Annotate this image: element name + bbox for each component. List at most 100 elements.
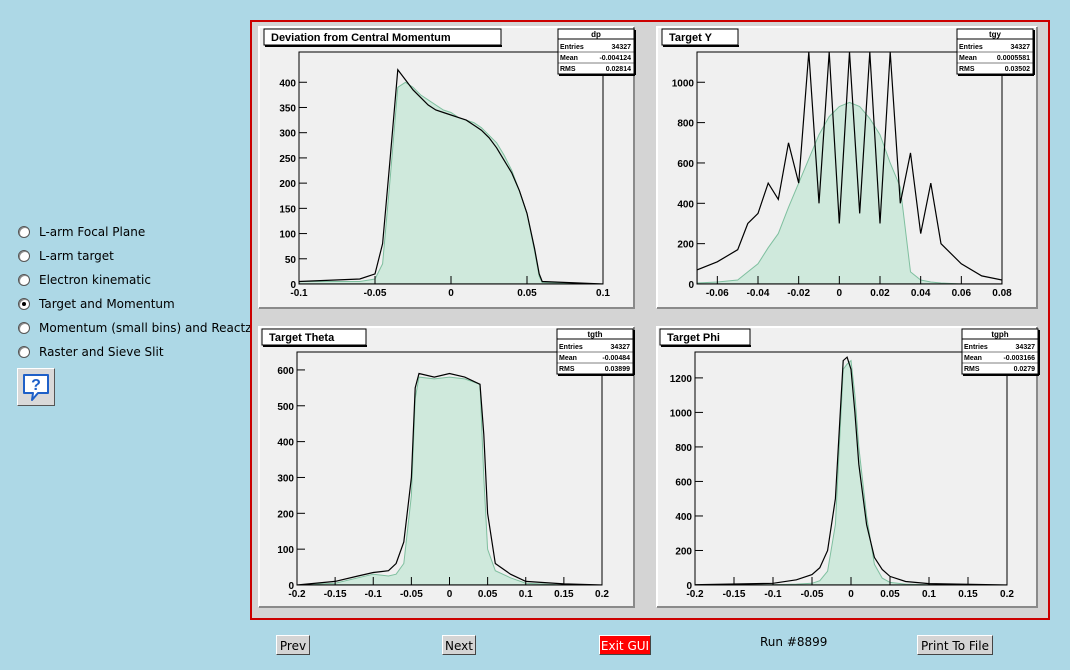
stats-value: 34327 bbox=[1016, 344, 1036, 351]
x-tick-label: 0.1 bbox=[596, 288, 610, 299]
x-tick-label: 0.2 bbox=[595, 589, 609, 600]
x-tick-label: 0 bbox=[448, 288, 454, 299]
prev-button[interactable]: Prev bbox=[276, 635, 310, 655]
stats-key: RMS bbox=[959, 66, 975, 73]
stats-key: Entries bbox=[964, 344, 988, 351]
radio-button[interactable] bbox=[18, 226, 30, 238]
stats-key: RMS bbox=[964, 366, 980, 373]
stats-value: -0.003166 bbox=[1003, 355, 1035, 362]
data-histogram bbox=[297, 372, 602, 585]
data-histogram bbox=[299, 68, 603, 284]
radio-button[interactable] bbox=[18, 250, 30, 262]
stats-key: Mean bbox=[964, 355, 982, 362]
y-tick-label: 100 bbox=[279, 230, 296, 241]
y-tick-label: 600 bbox=[277, 366, 294, 377]
menu-option[interactable]: L-arm target bbox=[18, 248, 114, 264]
x-tick-label: 0.06 bbox=[952, 288, 972, 299]
next-button[interactable]: Next bbox=[442, 635, 476, 655]
y-tick-label: 50 bbox=[285, 255, 297, 266]
x-tick-label: 0 bbox=[848, 589, 854, 600]
stats-box bbox=[961, 328, 1039, 375]
y-tick-label: 800 bbox=[677, 119, 694, 130]
y-tick-label: 600 bbox=[675, 477, 692, 488]
histogram-pad: -0.2 -0.15 -0.1 -0.05 0 0.05 0.1 0.15 0.2 0 100 200… bbox=[258, 326, 635, 608]
menu-option-label: Electron kinematic bbox=[39, 273, 151, 287]
stats-value: 0.0005581 bbox=[997, 55, 1030, 62]
stats-value: -0.00484 bbox=[602, 355, 630, 362]
x-tick-label: -0.1 bbox=[290, 288, 308, 299]
exit-gui-button[interactable]: Exit GUI bbox=[599, 635, 651, 655]
histogram-pad: -0.2 -0.15 -0.1 -0.05 0 0.05 0.1 0.15 0.2 0 200 400… bbox=[656, 326, 1040, 608]
x-tick-label: -0.02 bbox=[787, 288, 810, 299]
x-tick-label: -0.15 bbox=[324, 589, 347, 600]
menu-option[interactable]: Momentum (small bins) and Reactz bbox=[18, 320, 251, 336]
x-tick-label: 0.15 bbox=[554, 589, 574, 600]
y-tick-label: 1200 bbox=[670, 374, 693, 385]
x-tick-label: 0.2 bbox=[1000, 589, 1014, 600]
y-tick-label: 400 bbox=[677, 199, 694, 210]
stats-value: 0.02814 bbox=[606, 66, 631, 73]
stats-box bbox=[956, 28, 1034, 75]
pad-bevel-dark bbox=[259, 27, 635, 309]
y-tick-label: 350 bbox=[279, 103, 296, 114]
y-tick-label: 300 bbox=[279, 129, 296, 140]
x-tick-label: 0 bbox=[837, 288, 843, 299]
y-tick-label: 100 bbox=[277, 545, 294, 556]
stats-name: tgth bbox=[587, 330, 602, 339]
x-tick-label: -0.2 bbox=[686, 589, 704, 600]
menu-option-label: Target and Momentum bbox=[39, 297, 175, 311]
y-tick-label: 600 bbox=[677, 159, 694, 170]
histogram-plots: -0.1 -0.05 0 0.05 0.1 0 50 100 150 200 250 300 350 40… bbox=[258, 26, 1040, 608]
x-tick-label: -0.1 bbox=[764, 589, 782, 600]
print-to-file-button[interactable]: Print To File bbox=[917, 635, 993, 655]
menu-option-label: Raster and Sieve Slit bbox=[39, 345, 164, 359]
data-histogram bbox=[697, 51, 1002, 284]
stats-value: 0.03502 bbox=[1005, 66, 1030, 73]
y-tick-label: 0 bbox=[688, 280, 694, 291]
menu-option-label: Momentum (small bins) and Reactz bbox=[39, 321, 252, 335]
stats-name: tgph bbox=[991, 330, 1008, 339]
y-tick-label: 250 bbox=[279, 154, 296, 165]
y-tick-label: 400 bbox=[277, 438, 294, 449]
pad-bevel-dark bbox=[657, 27, 1038, 309]
radio-button[interactable] bbox=[18, 274, 30, 286]
radio-button[interactable] bbox=[18, 346, 30, 358]
menu-option[interactable]: Electron kinematic bbox=[18, 272, 151, 288]
menu-option[interactable]: L-arm Focal Plane bbox=[18, 224, 145, 240]
data-histogram bbox=[695, 356, 1007, 585]
y-tick-label: 150 bbox=[279, 204, 296, 215]
x-tick-label: -0.15 bbox=[723, 589, 746, 600]
y-tick-label: 200 bbox=[279, 179, 296, 190]
x-tick-label: 0.1 bbox=[519, 589, 533, 600]
radio-button[interactable] bbox=[18, 322, 30, 334]
stats-box bbox=[556, 328, 634, 375]
pad-bevel-dark bbox=[259, 327, 635, 608]
stats-key: RMS bbox=[560, 66, 576, 73]
y-tick-label: 200 bbox=[277, 509, 294, 520]
y-tick-label: 800 bbox=[675, 443, 692, 454]
y-tick-label: 500 bbox=[277, 402, 294, 413]
x-tick-label: -0.06 bbox=[706, 288, 729, 299]
radio-button[interactable] bbox=[18, 298, 30, 310]
stats-name: tgy bbox=[989, 30, 1002, 39]
x-tick-label: 0.02 bbox=[870, 288, 890, 299]
stats-key: Mean bbox=[959, 55, 977, 62]
menu-option[interactable]: Raster and Sieve Slit bbox=[18, 344, 164, 360]
plot-title: Target Y bbox=[669, 32, 713, 44]
run-number: Run #8899 bbox=[760, 635, 828, 649]
reference-histogram bbox=[697, 101, 1002, 284]
y-tick-label: 400 bbox=[279, 78, 296, 89]
y-tick-label: 0 bbox=[288, 581, 294, 592]
stats-value: 34327 bbox=[612, 44, 632, 51]
x-tick-label: 0.05 bbox=[880, 589, 900, 600]
x-tick-label: -0.04 bbox=[747, 288, 770, 299]
x-tick-label: 0.04 bbox=[911, 288, 931, 299]
menu-option[interactable]: Target and Momentum bbox=[18, 296, 175, 312]
help-button[interactable]: ? bbox=[17, 368, 55, 406]
x-tick-label: 0.1 bbox=[922, 589, 936, 600]
stats-key: Entries bbox=[560, 44, 584, 51]
reference-histogram bbox=[695, 359, 1007, 585]
y-tick-label: 0 bbox=[686, 581, 692, 592]
y-tick-label: 0 bbox=[290, 280, 296, 291]
plot-title: Deviation from Central Momentum bbox=[271, 32, 451, 44]
